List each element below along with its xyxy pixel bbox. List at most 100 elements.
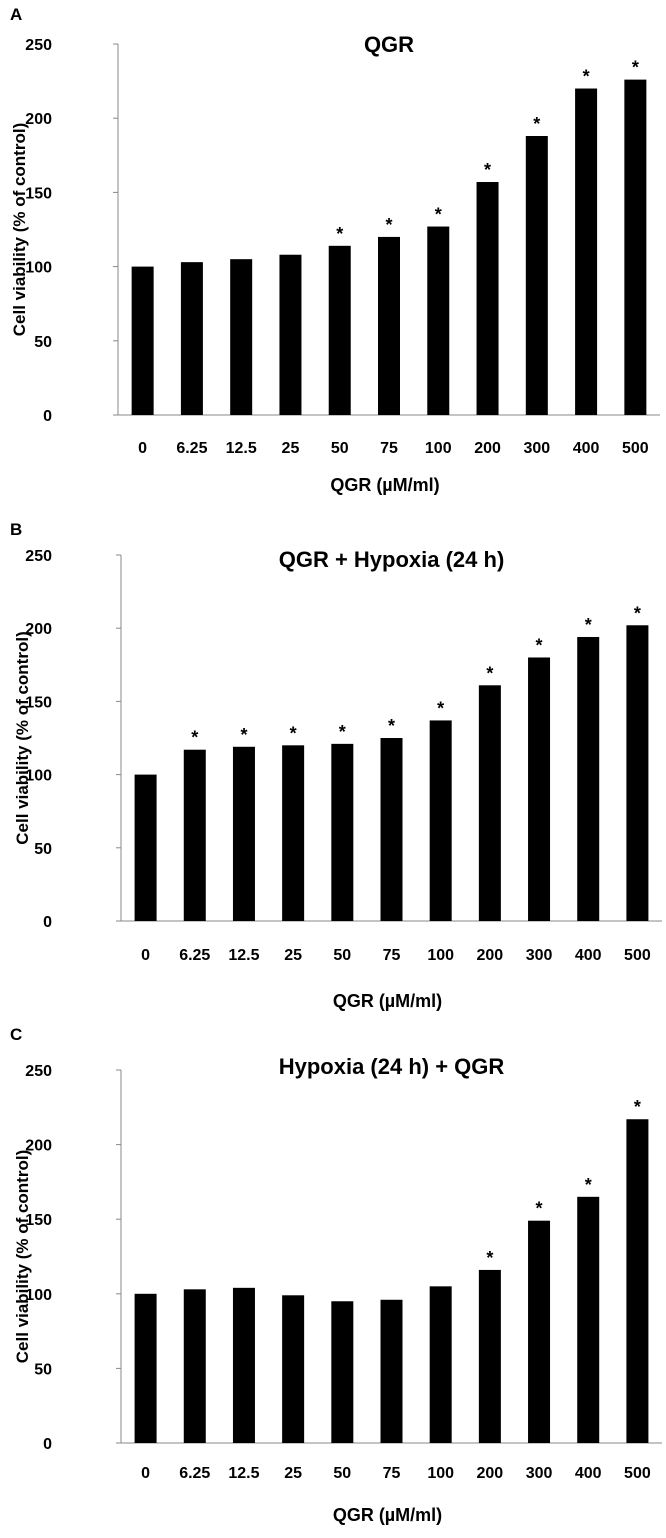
x-tick-label-b-6: 100 bbox=[427, 947, 454, 964]
bar-a-0 bbox=[131, 266, 154, 415]
bar-c-6 bbox=[429, 1286, 452, 1443]
y-tick-label-b-100: 100 bbox=[25, 768, 52, 785]
x-tick-label-c-0: 0 bbox=[141, 1465, 150, 1482]
x-tick-label-c-4: 50 bbox=[333, 1465, 351, 1482]
y-tick-label-a-50: 50 bbox=[34, 334, 52, 351]
bar-a-10 bbox=[624, 79, 647, 415]
bar-a-4 bbox=[328, 245, 351, 415]
x-tick-label-b-8: 300 bbox=[526, 947, 553, 964]
bar-b-5 bbox=[380, 738, 403, 921]
x-tick-label-b-4: 50 bbox=[333, 947, 351, 964]
bar-c-8 bbox=[528, 1220, 551, 1443]
significance-mark-a-10: * bbox=[632, 58, 639, 78]
chart-b-svg: B QGR + Hypoxia (24 h) Cell viability (% o… bbox=[10, 520, 662, 1011]
bar-c-0 bbox=[134, 1293, 157, 1443]
significance-mark-b-4: * bbox=[339, 722, 346, 742]
x-tick-label-a-2: 12.5 bbox=[226, 440, 257, 457]
x-tick-label-a-0: 0 bbox=[138, 440, 147, 457]
x-tick-label-a-9: 400 bbox=[573, 440, 600, 457]
significance-mark-c-8: * bbox=[536, 1199, 543, 1219]
bar-b-0 bbox=[134, 774, 157, 921]
bar-b-10 bbox=[626, 625, 649, 921]
y-axis-label-a: Cell viability (% of control) bbox=[10, 123, 29, 336]
significance-mark-b-9: * bbox=[585, 615, 592, 635]
x-tick-label-a-8: 300 bbox=[523, 440, 550, 457]
bar-b-7 bbox=[478, 685, 501, 921]
y-tick-label-c-250: 250 bbox=[25, 1063, 52, 1080]
y-tick-label-a-150: 150 bbox=[25, 185, 52, 202]
bar-a-8 bbox=[525, 136, 548, 415]
x-tick-label-a-3: 25 bbox=[282, 440, 300, 457]
bar-a-3 bbox=[279, 254, 302, 415]
significance-mark-b-8: * bbox=[536, 635, 543, 655]
x-tick-label-c-8: 300 bbox=[526, 1465, 553, 1482]
significance-mark-a-5: * bbox=[385, 215, 392, 235]
y-tick-label-b-250: 250 bbox=[25, 548, 52, 565]
bar-c-4 bbox=[331, 1301, 354, 1443]
panel-label-a: A bbox=[10, 5, 22, 24]
y-axis-label-b: Cell viability (% of control) bbox=[13, 631, 32, 844]
x-tick-label-a-5: 75 bbox=[380, 440, 398, 457]
x-tick-label-c-1: 6.25 bbox=[179, 1465, 210, 1482]
y-tick-label-a-100: 100 bbox=[25, 260, 52, 277]
bar-c-5 bbox=[380, 1299, 403, 1443]
chart-title-c: Hypoxia (24 h) + QGR bbox=[279, 1054, 505, 1079]
y-tick-label-b-150: 150 bbox=[25, 694, 52, 711]
bar-a-1 bbox=[180, 262, 203, 415]
bar-b-1 bbox=[183, 749, 206, 921]
bar-a-2 bbox=[230, 259, 253, 415]
x-tick-label-c-6: 100 bbox=[427, 1465, 454, 1482]
x-tick-label-b-5: 75 bbox=[383, 947, 401, 964]
x-tick-label-b-9: 400 bbox=[575, 947, 602, 964]
significance-mark-a-8: * bbox=[533, 114, 540, 134]
chart-title-a: QGR bbox=[364, 32, 414, 57]
panel-label-c: C bbox=[10, 1025, 22, 1044]
x-axis-label-b: QGR (µM/ml) bbox=[333, 991, 442, 1011]
x-tick-label-b-1: 6.25 bbox=[179, 947, 210, 964]
x-tick-label-c-10: 500 bbox=[624, 1465, 651, 1482]
x-tick-label-c-2: 12.5 bbox=[228, 1465, 259, 1482]
x-tick-label-c-9: 400 bbox=[575, 1465, 602, 1482]
chart-panel-b: B QGR + Hypoxia (24 h) Cell viability (% o… bbox=[0, 505, 666, 1022]
bar-c-9 bbox=[577, 1196, 600, 1443]
bar-c-10 bbox=[626, 1119, 649, 1443]
x-tick-label-b-10: 500 bbox=[624, 947, 651, 964]
bar-b-8 bbox=[528, 657, 551, 921]
x-tick-label-b-7: 200 bbox=[477, 947, 504, 964]
significance-mark-a-7: * bbox=[484, 160, 491, 180]
y-tick-label-c-150: 150 bbox=[25, 1212, 52, 1229]
y-tick-label-a-250: 250 bbox=[25, 37, 52, 54]
significance-mark-b-1: * bbox=[191, 728, 198, 748]
x-tick-label-c-3: 25 bbox=[284, 1465, 302, 1482]
y-axis-label-c: Cell viability (% of control) bbox=[13, 1150, 32, 1363]
y-tick-label-c-0: 0 bbox=[43, 1436, 52, 1453]
bar-b-3 bbox=[282, 745, 305, 921]
y-tick-label-c-200: 200 bbox=[25, 1138, 52, 1155]
chart-c-svg: C Hypoxia (24 h) + QGR Cell viability (% o… bbox=[10, 1025, 662, 1525]
x-tick-label-a-6: 100 bbox=[425, 440, 452, 457]
x-axis-label-a: QGR (µM/ml) bbox=[330, 475, 439, 495]
significance-mark-c-7: * bbox=[486, 1248, 493, 1268]
x-axis-label-c: QGR (µM/ml) bbox=[333, 1505, 442, 1525]
y-tick-label-c-50: 50 bbox=[34, 1361, 52, 1378]
x-tick-label-a-4: 50 bbox=[331, 440, 349, 457]
y-tick-label-b-50: 50 bbox=[34, 841, 52, 858]
x-tick-label-a-7: 200 bbox=[474, 440, 501, 457]
bar-a-6 bbox=[427, 226, 450, 415]
bar-a-9 bbox=[575, 88, 598, 416]
bar-a-7 bbox=[476, 182, 499, 415]
y-tick-label-a-0: 0 bbox=[43, 408, 52, 425]
significance-mark-a-6: * bbox=[435, 205, 442, 225]
significance-mark-a-9: * bbox=[583, 67, 590, 87]
significance-mark-b-2: * bbox=[240, 725, 247, 745]
chart-panel-a: A QGR Cell viability (% of control) 0 50 100 1… bbox=[0, 0, 666, 505]
panel-label-b: B bbox=[10, 520, 22, 539]
bar-c-7 bbox=[478, 1269, 501, 1443]
significance-mark-a-4: * bbox=[336, 224, 343, 244]
x-tick-label-c-7: 200 bbox=[477, 1465, 504, 1482]
bar-b-6 bbox=[429, 720, 452, 921]
bar-c-2 bbox=[232, 1287, 255, 1443]
y-tick-label-b-0: 0 bbox=[43, 914, 52, 931]
chart-a-svg: A QGR Cell viability (% of control) 0 50 100 1… bbox=[10, 5, 660, 495]
significance-mark-b-6: * bbox=[437, 698, 444, 718]
